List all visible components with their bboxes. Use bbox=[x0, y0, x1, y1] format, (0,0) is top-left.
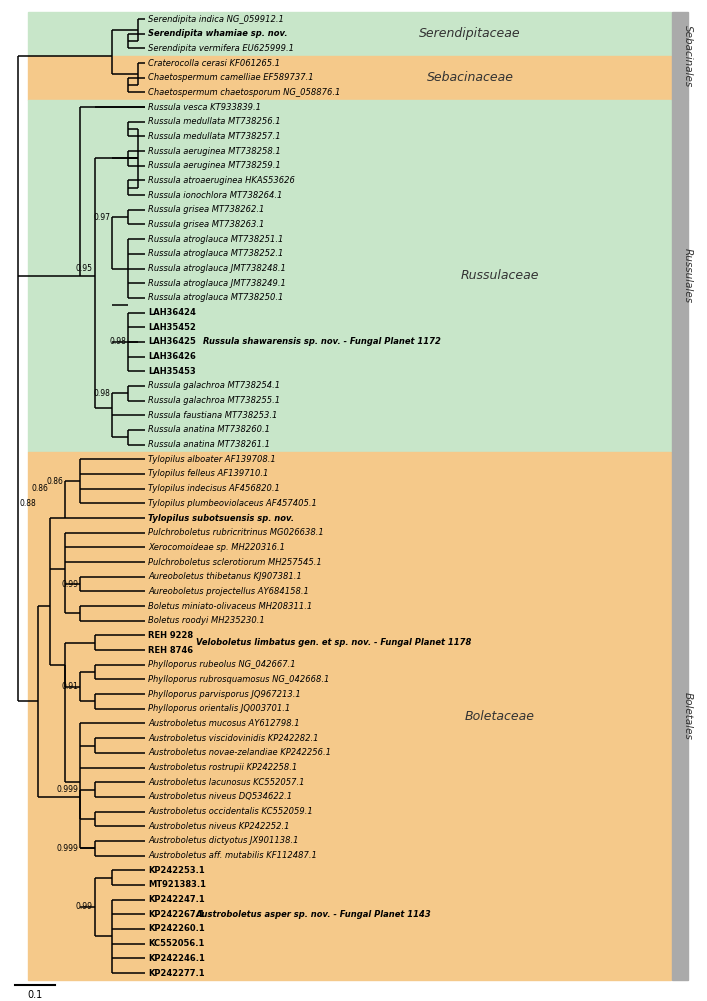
Text: LAH35453: LAH35453 bbox=[148, 366, 196, 375]
Text: KC552056.1: KC552056.1 bbox=[148, 939, 204, 948]
Text: Serendipitaceae: Serendipitaceae bbox=[419, 27, 521, 40]
Text: Sebacinales: Sebacinales bbox=[683, 25, 693, 87]
Text: Russulales: Russulales bbox=[683, 248, 693, 303]
Text: Austroboletus lacunosus KC552057.1: Austroboletus lacunosus KC552057.1 bbox=[148, 778, 305, 787]
Text: Russula faustiana MT738253.1: Russula faustiana MT738253.1 bbox=[148, 410, 277, 419]
Text: 0.1: 0.1 bbox=[28, 990, 42, 1000]
Text: Russula atroglauca MT738252.1: Russula atroglauca MT738252.1 bbox=[148, 249, 284, 258]
Text: Aureoboletus thibetanus KJ907381.1: Aureoboletus thibetanus KJ907381.1 bbox=[148, 573, 302, 582]
Text: LAH35452: LAH35452 bbox=[148, 322, 196, 331]
Text: Russula atroglauca MT738251.1: Russula atroglauca MT738251.1 bbox=[148, 234, 284, 243]
Text: 0.86: 0.86 bbox=[31, 484, 48, 493]
Text: LAH36424: LAH36424 bbox=[148, 308, 196, 317]
Bar bbox=[672, 12, 688, 100]
Text: Phylloporus orientalis JQ003701.1: Phylloporus orientalis JQ003701.1 bbox=[148, 705, 291, 714]
Text: Boletus miniato-olivaceus MH208311.1: Boletus miniato-olivaceus MH208311.1 bbox=[148, 602, 312, 611]
Text: Austroboletus rostrupii KP242258.1: Austroboletus rostrupii KP242258.1 bbox=[148, 763, 297, 772]
Text: REH 8746: REH 8746 bbox=[148, 646, 193, 655]
Bar bbox=[28, 56, 671, 100]
Text: Russula medullata MT738256.1: Russula medullata MT738256.1 bbox=[148, 117, 281, 126]
Text: Russula anatina MT738261.1: Russula anatina MT738261.1 bbox=[148, 440, 270, 449]
Text: KP242246.1: KP242246.1 bbox=[148, 954, 205, 963]
Text: Phylloporus rubrosquamosus NG_042668.1: Phylloporus rubrosquamosus NG_042668.1 bbox=[148, 675, 329, 684]
Text: Aureoboletus projectellus AY684158.1: Aureoboletus projectellus AY684158.1 bbox=[148, 587, 309, 596]
Text: Austroboletus dictyotus JX901138.1: Austroboletus dictyotus JX901138.1 bbox=[148, 837, 298, 846]
Text: Tylopilus subotsuensis sp. nov.: Tylopilus subotsuensis sp. nov. bbox=[148, 514, 294, 523]
Text: Russula atroglauca MT738250.1: Russula atroglauca MT738250.1 bbox=[148, 293, 284, 302]
Text: 0.99: 0.99 bbox=[61, 580, 78, 589]
Text: Serendipita indica NG_059912.1: Serendipita indica NG_059912.1 bbox=[148, 14, 284, 23]
Text: MT921383.1: MT921383.1 bbox=[148, 881, 206, 890]
Text: 0.99: 0.99 bbox=[76, 903, 93, 912]
Bar bbox=[28, 100, 671, 452]
Text: Russula aeruginea MT738258.1: Russula aeruginea MT738258.1 bbox=[148, 146, 281, 155]
Text: Austroboletus novae-zelandiae KP242256.1: Austroboletus novae-zelandiae KP242256.1 bbox=[148, 749, 331, 758]
Text: Phylloporus rubeolus NG_042667.1: Phylloporus rubeolus NG_042667.1 bbox=[148, 661, 296, 670]
Text: Xerocomoideae sp. MH220316.1: Xerocomoideae sp. MH220316.1 bbox=[148, 543, 285, 552]
Text: Russula aeruginea MT738259.1: Russula aeruginea MT738259.1 bbox=[148, 161, 281, 170]
Text: Boletaceae: Boletaceae bbox=[465, 710, 535, 723]
Text: Veloboletus limbatus gen. et sp. nov. - Fungal Planet 1178: Veloboletus limbatus gen. et sp. nov. - … bbox=[196, 639, 472, 648]
Text: Austroboletus viscidovinidis KP242282.1: Austroboletus viscidovinidis KP242282.1 bbox=[148, 734, 318, 743]
Text: LAH36426: LAH36426 bbox=[148, 352, 196, 361]
Bar bbox=[28, 452, 671, 980]
Text: Boletales: Boletales bbox=[683, 693, 693, 740]
Text: Serendipita vermifera EU625999.1: Serendipita vermifera EU625999.1 bbox=[148, 44, 294, 53]
Text: 0.999: 0.999 bbox=[56, 785, 78, 794]
Text: Tylopilus indecisus AF456820.1: Tylopilus indecisus AF456820.1 bbox=[148, 484, 280, 493]
Text: Russula galachroa MT738255.1: Russula galachroa MT738255.1 bbox=[148, 396, 280, 405]
Text: Tylopilus plumbeoviolaceus AF457405.1: Tylopilus plumbeoviolaceus AF457405.1 bbox=[148, 498, 317, 508]
Text: KP242247.1: KP242247.1 bbox=[148, 895, 205, 904]
Text: LAH36425: LAH36425 bbox=[148, 337, 196, 346]
Text: 0.97: 0.97 bbox=[93, 212, 110, 221]
Text: Austroboletus occidentalis KC552059.1: Austroboletus occidentalis KC552059.1 bbox=[148, 807, 312, 816]
Text: 0.95: 0.95 bbox=[76, 264, 93, 273]
Text: Phylloporus parvisporus JQ967213.1: Phylloporus parvisporus JQ967213.1 bbox=[148, 690, 300, 699]
Text: Russula atroglauca JMT738248.1: Russula atroglauca JMT738248.1 bbox=[148, 264, 286, 273]
Text: 0.98: 0.98 bbox=[109, 337, 126, 346]
Text: KP242267.1: KP242267.1 bbox=[148, 910, 205, 919]
Bar bbox=[672, 100, 688, 452]
Text: Russula atroaeruginea HKAS53626: Russula atroaeruginea HKAS53626 bbox=[148, 176, 295, 185]
Text: Russula medullata MT738257.1: Russula medullata MT738257.1 bbox=[148, 132, 281, 141]
Text: Boletus roodyi MH235230.1: Boletus roodyi MH235230.1 bbox=[148, 617, 264, 626]
Text: Austroboletus aff. mutabilis KF112487.1: Austroboletus aff. mutabilis KF112487.1 bbox=[148, 851, 317, 860]
Text: Tylopilus felleus AF139710.1: Tylopilus felleus AF139710.1 bbox=[148, 469, 269, 478]
Bar bbox=[28, 12, 671, 56]
Text: Austroboletus asper sp. nov. - Fungal Planet 1143: Austroboletus asper sp. nov. - Fungal Pl… bbox=[196, 910, 432, 919]
Text: Austroboletus mucosus AY612798.1: Austroboletus mucosus AY612798.1 bbox=[148, 719, 300, 728]
Text: 0.999: 0.999 bbox=[56, 844, 78, 853]
Text: Serendipita whamiae sp. nov.: Serendipita whamiae sp. nov. bbox=[148, 29, 288, 38]
Text: Pulchroboletus rubricritrinus MG026638.1: Pulchroboletus rubricritrinus MG026638.1 bbox=[148, 529, 324, 538]
Text: Craterocolla cerasi KF061265.1: Craterocolla cerasi KF061265.1 bbox=[148, 58, 280, 67]
Text: KP242277.1: KP242277.1 bbox=[148, 969, 204, 978]
Text: Tylopilus alboater AF139708.1: Tylopilus alboater AF139708.1 bbox=[148, 454, 276, 463]
Text: Russula anatina MT738260.1: Russula anatina MT738260.1 bbox=[148, 425, 270, 434]
Text: Austroboletus niveus KP242252.1: Austroboletus niveus KP242252.1 bbox=[148, 822, 289, 831]
Text: 0.88: 0.88 bbox=[19, 498, 36, 508]
Text: Russula grisea MT738262.1: Russula grisea MT738262.1 bbox=[148, 205, 264, 214]
Text: Russula ionochlora MT738264.1: Russula ionochlora MT738264.1 bbox=[148, 190, 282, 199]
Text: 0.86: 0.86 bbox=[46, 476, 63, 485]
Text: KP242260.1: KP242260.1 bbox=[148, 925, 205, 934]
Text: REH 9228: REH 9228 bbox=[148, 631, 193, 640]
Text: Russula atroglauca JMT738249.1: Russula atroglauca JMT738249.1 bbox=[148, 278, 286, 287]
Text: Chaetospermum camelliae EF589737.1: Chaetospermum camelliae EF589737.1 bbox=[148, 73, 314, 82]
Text: Russula shawarensis sp. nov. - Fungal Planet 1172: Russula shawarensis sp. nov. - Fungal Pl… bbox=[203, 337, 441, 346]
Bar bbox=[672, 452, 688, 980]
Text: Russulaceae: Russulaceae bbox=[461, 269, 539, 282]
Text: Russula galachroa MT738254.1: Russula galachroa MT738254.1 bbox=[148, 381, 280, 390]
Text: KP242253.1: KP242253.1 bbox=[148, 866, 205, 875]
Text: 0.98: 0.98 bbox=[93, 388, 110, 397]
Text: Chaetospermum chaetosporum NG_058876.1: Chaetospermum chaetosporum NG_058876.1 bbox=[148, 88, 340, 97]
Text: Russula vesca KT933839.1: Russula vesca KT933839.1 bbox=[148, 102, 261, 111]
Text: Pulchroboletus sclerotiorum MH257545.1: Pulchroboletus sclerotiorum MH257545.1 bbox=[148, 558, 322, 567]
Text: 0.91: 0.91 bbox=[61, 683, 78, 692]
Text: Russula grisea MT738263.1: Russula grisea MT738263.1 bbox=[148, 220, 264, 229]
Text: Austroboletus niveus DQ534622.1: Austroboletus niveus DQ534622.1 bbox=[148, 793, 292, 802]
Text: Sebacinaceae: Sebacinaceae bbox=[426, 71, 513, 84]
